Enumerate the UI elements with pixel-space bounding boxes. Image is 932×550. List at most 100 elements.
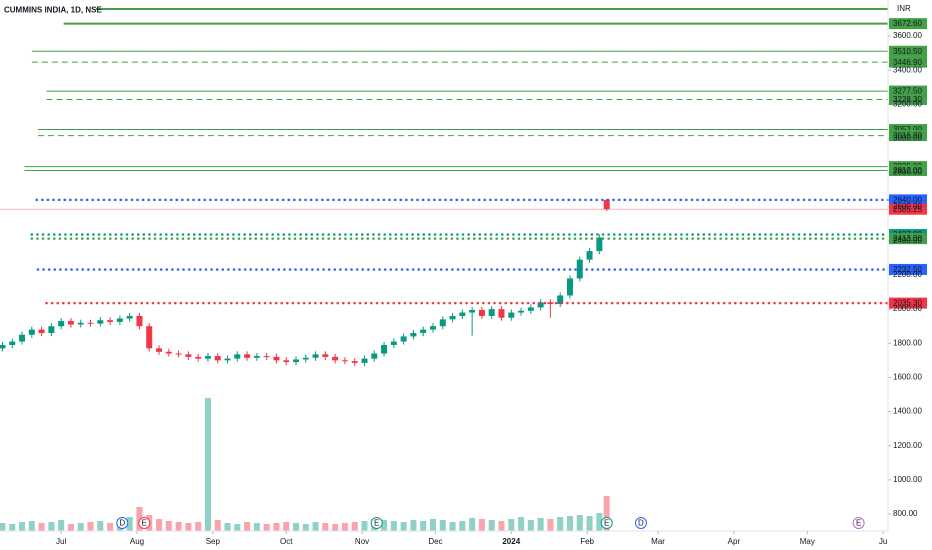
volume-bar (429, 519, 436, 531)
axis-layer: 800.00 1000.00 1200.00 1400.00 1600.00 1800.0… (56, 31, 922, 546)
level-label-box (889, 263, 927, 275)
volume-bar (459, 521, 466, 531)
level-label-box (889, 203, 927, 215)
volume-bar (478, 519, 485, 531)
x-tick-label: Feb (580, 537, 594, 546)
candle-body (253, 356, 260, 358)
volume-bar (420, 521, 427, 531)
level-label: 2585.25 (893, 205, 922, 214)
candle-body (341, 360, 348, 362)
level-label-box (889, 56, 927, 68)
candle-body (459, 312, 466, 316)
event-label: E (374, 519, 379, 528)
candle-body (371, 353, 378, 359)
candle-body (38, 329, 45, 334)
candle-body (429, 326, 436, 330)
y-tick-label: 2600.00 (893, 202, 922, 211)
event-marker[interactable] (634, 517, 647, 529)
x-tick-label: Sep (206, 537, 221, 546)
volume-bar (537, 518, 544, 531)
candle-body (449, 315, 456, 320)
volume-layer (0, 398, 610, 531)
event-marker[interactable] (370, 517, 383, 529)
candle-body (185, 354, 192, 357)
candle-body (312, 354, 319, 358)
event-label: D (119, 519, 125, 528)
candle-body (518, 310, 525, 313)
candle-body (381, 344, 388, 354)
currency[interactable]: INR (897, 4, 911, 13)
candle-body (87, 322, 94, 324)
volume-bar (381, 520, 388, 531)
level-label: 3446.90 (893, 58, 922, 67)
volume-bar (390, 521, 397, 531)
candle-body (224, 358, 231, 361)
volume-bar (107, 523, 114, 531)
candle-body (351, 361, 358, 363)
event-marker[interactable] (852, 517, 865, 529)
volume-bar (97, 521, 104, 531)
volume-bar (312, 522, 319, 531)
event-marker[interactable] (116, 517, 129, 529)
volume-bar (332, 524, 339, 531)
candle-body (410, 333, 417, 337)
volume-bar (293, 523, 299, 531)
candle-body (146, 326, 153, 349)
volume-bar (165, 521, 172, 531)
volume-bar (557, 517, 564, 531)
volume-bar (518, 517, 525, 531)
level-label-box (889, 45, 927, 57)
volume-bar (508, 519, 515, 531)
level-label-box (889, 18, 927, 30)
level-label: 2640.00 (893, 195, 922, 204)
volume-bar (244, 522, 251, 531)
candle-body (156, 348, 163, 352)
x-tick-label: Apr (728, 537, 741, 546)
volume-bar (0, 523, 6, 531)
currency-bg (889, 2, 931, 15)
volume-bar (586, 516, 593, 531)
candle-body (400, 336, 407, 342)
candle-body (488, 309, 495, 316)
volume-bar (67, 524, 74, 531)
candle-body (126, 315, 133, 319)
volume-bar (410, 520, 417, 531)
title-bg (0, 4, 96, 17)
event-label: E (856, 519, 861, 528)
event-label: E (604, 519, 609, 528)
y-tick-label: 2200.00 (893, 270, 922, 279)
volume-bar (488, 520, 495, 531)
candle-body (361, 358, 368, 363)
volume-bar (156, 519, 163, 531)
level-label-box (889, 165, 927, 177)
event-marker[interactable] (138, 517, 151, 529)
x-tick-label: 2024 (502, 537, 520, 546)
candle-body (332, 356, 339, 361)
event-label: D (638, 519, 644, 528)
candle-body (498, 309, 505, 318)
volume-bar (283, 522, 290, 531)
event-marker[interactable] (600, 517, 613, 529)
candle-body (175, 353, 182, 355)
y-tick-label: 800.00 (893, 509, 918, 518)
candle-body (527, 307, 534, 311)
volume-bar (9, 524, 16, 531)
volume-bar (527, 520, 534, 531)
candle-body (165, 351, 172, 354)
y-tick-label: 3600.00 (893, 31, 922, 40)
y-tick-label: 3000.00 (893, 134, 922, 143)
y-tick-label: 1600.00 (893, 373, 922, 382)
volume-bar (28, 521, 35, 531)
candle-body (390, 341, 397, 345)
level-label: 2812.00 (893, 166, 922, 175)
volume-bar (361, 521, 368, 531)
candle-body (420, 329, 427, 334)
volume-bar (253, 523, 260, 531)
candle-body (603, 199, 610, 210)
level-label: 3052.00 (893, 125, 922, 134)
volume-bar (263, 524, 270, 531)
candle-body (195, 356, 202, 359)
volume-bar (19, 522, 26, 531)
y-tick-label: 1200.00 (893, 441, 922, 450)
